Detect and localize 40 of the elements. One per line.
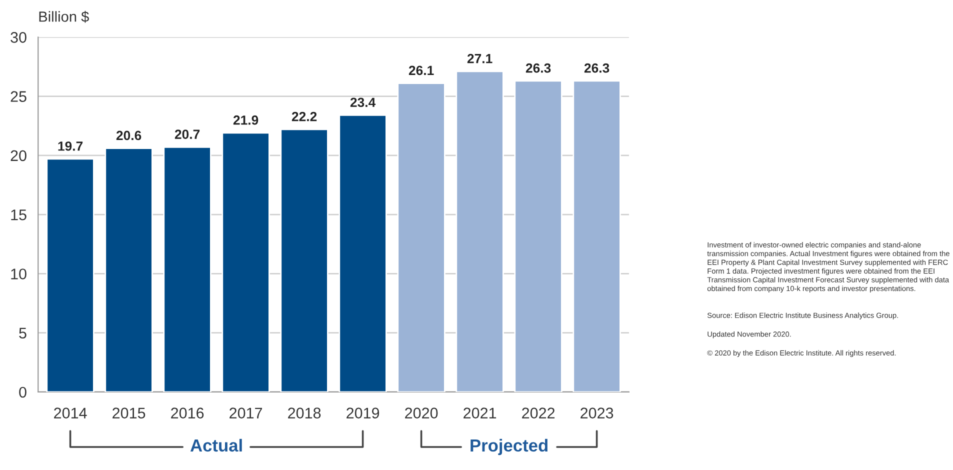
x-tick-label: 2023 <box>580 408 614 418</box>
bar <box>338 114 387 392</box>
text: Projected <box>470 438 548 456</box>
x-tick-label: 2022 <box>522 408 555 418</box>
y-tick-label: 10 <box>11 268 26 280</box>
data-label: 22.2 <box>292 112 317 122</box>
x-tick-label: 2016 <box>171 408 204 418</box>
bar <box>104 148 153 392</box>
data-label: 19.7 <box>58 141 83 151</box>
bar <box>514 80 562 392</box>
data-label: 21.9 <box>233 115 258 125</box>
bar <box>397 82 446 392</box>
x-tick-label: 2017 <box>230 408 262 418</box>
bar <box>456 70 504 392</box>
bar <box>222 132 270 392</box>
y-tick-label: 5 <box>19 328 26 339</box>
x-tick-label: 2021 <box>464 408 496 418</box>
data-label: 27.1 <box>467 54 492 64</box>
x-tick-label: 2014 <box>54 408 87 418</box>
bar <box>46 158 94 392</box>
x-tick-label: 2018 <box>288 408 321 418</box>
data-label: 20.7 <box>174 130 200 139</box>
y-tick-label: 30 <box>10 32 26 43</box>
data-label: 26.3 <box>526 63 551 73</box>
bar <box>280 128 328 392</box>
data-label: 26.3 <box>584 63 610 73</box>
y-tick-label: 0 <box>19 386 26 398</box>
data-label: 26.1 <box>408 66 434 76</box>
x-tick-label: 2019 <box>346 408 380 418</box>
x-tick-label: 2015 <box>112 408 146 418</box>
y-tick-label: 20 <box>10 150 26 162</box>
data-label: 20.6 <box>116 130 142 140</box>
y-tick-label: 15 <box>11 210 26 220</box>
bar <box>163 146 212 392</box>
y-axis-title: Billion $ <box>39 10 89 23</box>
y-tick-label: 25 <box>10 91 26 102</box>
text: Actual <box>190 438 242 452</box>
data-label: 23.4 <box>350 98 376 108</box>
bar <box>572 80 621 392</box>
x-tick-label: 2020 <box>405 408 438 418</box>
